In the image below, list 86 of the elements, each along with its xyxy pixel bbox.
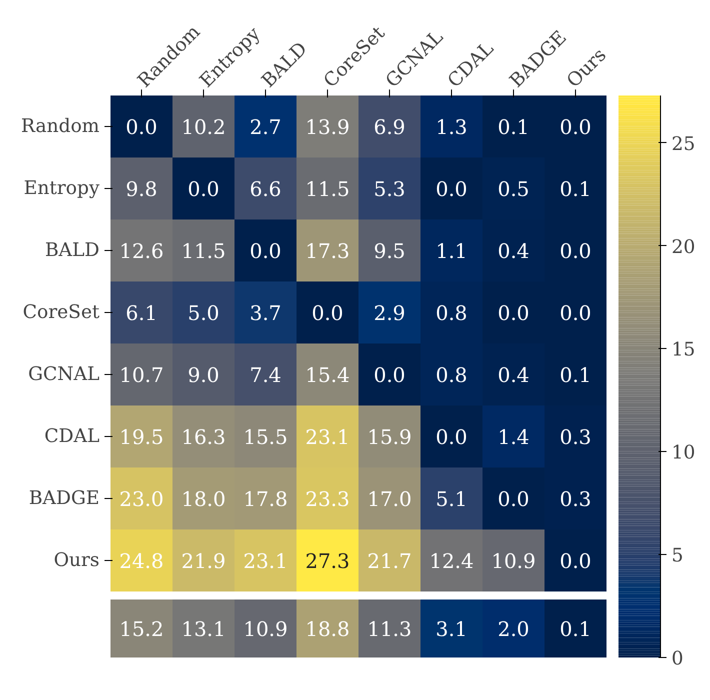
data-label: 10.7	[119, 363, 164, 387]
data-label: 17.8	[243, 487, 288, 511]
y-tick-label: Random	[21, 116, 100, 137]
color-bar-label: 25	[672, 134, 696, 155]
data-label: 13.1	[181, 617, 226, 641]
data-label: 5.3	[374, 177, 406, 201]
data-label: 0.0	[560, 549, 592, 573]
data-label: 0.0	[560, 239, 592, 263]
data-label: 24.8	[119, 549, 164, 573]
data-label: 0.0	[560, 115, 592, 139]
y-tick-label: CoreSet	[22, 302, 100, 323]
data-label: 10.9	[243, 617, 288, 641]
data-label: 2.0	[498, 617, 530, 641]
y-tick-label: CDAL	[44, 426, 100, 447]
data-label: 6.1	[126, 301, 158, 325]
data-label: 18.8	[305, 617, 350, 641]
data-label: 15.2	[119, 617, 164, 641]
data-label: 0.0	[250, 239, 282, 263]
data-label: 0.4	[498, 363, 530, 387]
data-label: 2.7	[250, 115, 282, 139]
data-label: 6.9	[374, 115, 406, 139]
data-label: 9.0	[188, 363, 220, 387]
data-label: 2.9	[374, 301, 406, 325]
color-bar-label: 10	[672, 442, 696, 464]
color-bar-label: 5	[672, 546, 684, 567]
data-label: 0.0	[498, 301, 530, 325]
data-label: 9.5	[374, 239, 406, 263]
data-label: 0.1	[498, 115, 530, 139]
data-label: 0.0	[188, 177, 220, 201]
data-label: 0.0	[498, 487, 530, 511]
data-label: 5.0	[188, 301, 220, 325]
data-label: 13.9	[305, 115, 350, 139]
data-label: 15.4	[305, 363, 350, 387]
data-label: 0.8	[436, 301, 468, 325]
data-label: 0.0	[312, 301, 344, 325]
color-bar-label: 15	[672, 340, 696, 361]
y-tick-label: BALD	[44, 240, 100, 261]
data-label: 23.3	[305, 487, 350, 511]
data-label: 0.1	[560, 177, 592, 201]
data-label: 16.3	[181, 425, 226, 449]
data-label: 0.0	[436, 177, 468, 201]
data-label: 10.2	[181, 115, 226, 139]
data-label: 17.0	[367, 487, 412, 511]
data-label: 17.3	[305, 239, 350, 263]
data-label: 6.6	[250, 177, 282, 201]
data-label: 0.5	[498, 177, 530, 201]
y-tick-label: BADGE	[28, 488, 100, 509]
data-label: 12.4	[429, 549, 474, 573]
data-label: 19.5	[119, 425, 164, 449]
data-label: 0.3	[560, 425, 592, 449]
data-label: 1.3	[436, 115, 468, 139]
y-tick-label: Ours	[54, 550, 100, 571]
data-label: 0.4	[498, 239, 530, 263]
data-label: 0.0	[560, 301, 592, 325]
data-label: 1.4	[498, 425, 530, 449]
data-label: 3.1	[436, 617, 468, 641]
data-label: 21.9	[181, 549, 226, 573]
data-label: 0.0	[126, 115, 158, 139]
data-label: 11.5	[305, 177, 350, 201]
data-label: 3.7	[250, 301, 282, 325]
data-label: 0.0	[436, 425, 468, 449]
data-label: 27.3	[305, 549, 350, 573]
data-label: 0.3	[560, 487, 592, 511]
color-bar-label: 20	[672, 236, 696, 258]
y-tick-label: GCNAL	[28, 364, 100, 385]
data-label: 12.6	[119, 239, 164, 263]
color-bar-label: 0	[672, 648, 684, 670]
data-label: 0.1	[560, 363, 592, 387]
data-label: 15.5	[243, 425, 288, 449]
data-label: 5.1	[436, 487, 468, 511]
y-tick-label: Entropy	[24, 178, 100, 199]
data-label: 1.1	[436, 239, 468, 263]
data-label: 23.1	[243, 549, 288, 573]
data-label: 11.3	[367, 617, 412, 641]
data-label: 0.8	[436, 363, 468, 387]
data-label: 23.0	[119, 487, 164, 511]
data-label: 7.4	[250, 363, 282, 387]
data-label: 23.1	[305, 425, 350, 449]
data-label: 0.0	[374, 363, 406, 387]
data-label: 18.0	[181, 487, 226, 511]
data-label: 10.9	[491, 549, 536, 573]
data-label: 9.8	[126, 177, 158, 201]
data-label: 11.5	[181, 239, 226, 263]
data-label: 0.1	[560, 617, 592, 641]
data-label: 21.7	[367, 549, 412, 573]
data-label: 15.9	[367, 425, 412, 449]
